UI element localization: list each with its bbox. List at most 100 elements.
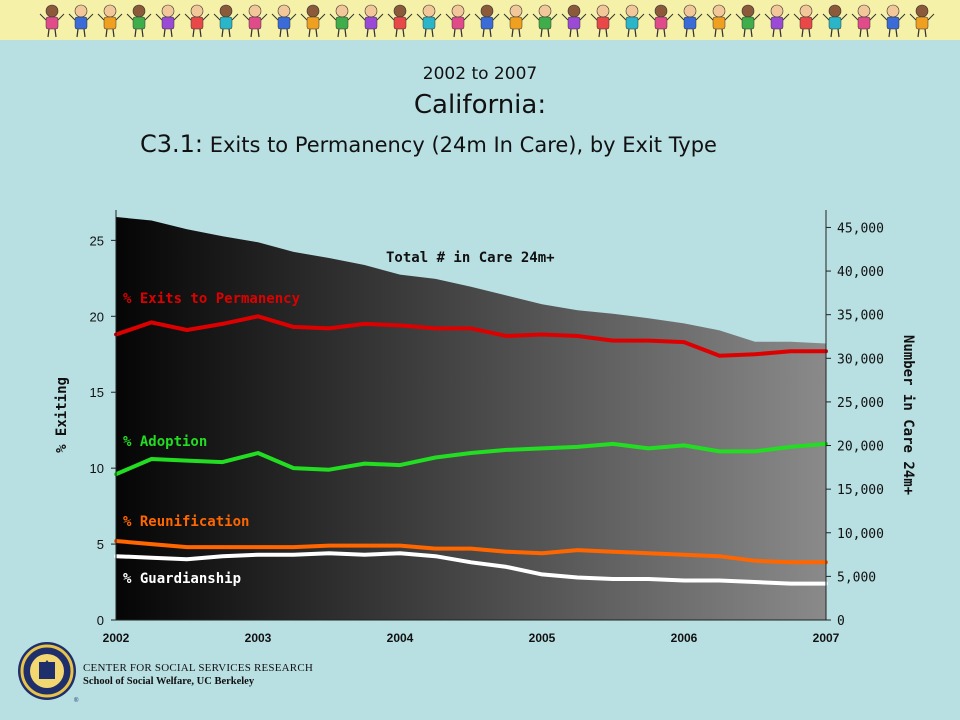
y-axis-title: % Exiting [54, 377, 70, 453]
child-leg [286, 28, 289, 38]
child-leg [576, 28, 579, 38]
footer-org: CENTER FOR SOCIAL SERVICES RESEARCH [83, 662, 314, 674]
children-banner-illustration [39, 4, 935, 38]
child-body [364, 16, 378, 30]
y-tick-label: 25 [90, 233, 104, 248]
child-figure [242, 4, 268, 38]
child-arm [550, 13, 558, 21]
child-body [132, 16, 146, 30]
child-leg [54, 28, 57, 38]
child-leg [895, 28, 898, 38]
child-arm [463, 13, 471, 21]
child-arm [782, 13, 790, 21]
y-tick-label: 0 [97, 613, 104, 628]
child-body [625, 16, 639, 30]
child-leg [482, 28, 485, 38]
child-arm [318, 13, 326, 21]
child-arm [753, 13, 761, 21]
child-leg [315, 28, 318, 38]
child-arm [521, 13, 529, 21]
child-leg [547, 28, 550, 38]
child-figure [880, 4, 906, 38]
child-figure [474, 4, 500, 38]
child-figure [213, 4, 239, 38]
x-tick-label: 2003 [245, 631, 272, 645]
child-body [306, 16, 320, 30]
child-figure [358, 4, 384, 38]
y2-tick-label: 0 [837, 614, 845, 629]
child-arm [260, 13, 268, 21]
child-head [190, 4, 204, 18]
child-figure [909, 4, 935, 38]
child-leg [337, 28, 340, 38]
child-arm [358, 13, 366, 21]
child-arm [503, 13, 511, 21]
y-tick-label: 20 [90, 309, 104, 324]
child-leg [779, 28, 782, 38]
area-number-in-care [116, 217, 826, 620]
child-body [509, 16, 523, 30]
child-head [538, 4, 552, 18]
child-head [567, 4, 581, 18]
child-leg [917, 28, 920, 38]
y2-tick-label: 45,000 [837, 221, 884, 236]
child-body [248, 16, 262, 30]
child-arm [184, 13, 192, 21]
child-leg [402, 28, 405, 38]
child-arm [735, 13, 743, 21]
child-leg [453, 28, 456, 38]
child-body [45, 16, 59, 30]
child-leg [431, 28, 434, 38]
y-tick-label: 5 [97, 537, 104, 552]
child-arm [173, 13, 181, 21]
child-arm [242, 13, 250, 21]
child-head [45, 4, 59, 18]
y2-tick-label: 40,000 [837, 265, 884, 280]
chart-title-state: California: [413, 90, 547, 120]
child-head [219, 4, 233, 18]
child-leg [250, 28, 253, 38]
child-body [654, 16, 668, 30]
child-leg [366, 28, 369, 38]
child-leg [750, 28, 753, 38]
child-figure [677, 4, 703, 38]
x-tick-label: 2006 [671, 631, 698, 645]
child-figure [735, 4, 761, 38]
child-leg [76, 28, 79, 38]
child-arm [57, 13, 65, 21]
chart-title-code: C3.1: [140, 130, 204, 158]
child-arm [898, 13, 906, 21]
child-body [219, 16, 233, 30]
child-figure [39, 4, 65, 38]
child-figure [184, 4, 210, 38]
child-arm [289, 13, 297, 21]
child-body [335, 16, 349, 30]
child-head [248, 4, 262, 18]
uc-seal-logo: ® [18, 642, 79, 704]
chart-title-years: 2002 to 2007 [422, 64, 538, 84]
child-body [915, 16, 929, 30]
child-leg [279, 28, 282, 38]
child-head [857, 4, 871, 18]
child-body [741, 16, 755, 30]
child-head [161, 4, 175, 18]
child-arm [126, 13, 134, 21]
x-tick-label: 2004 [387, 631, 414, 645]
area-label: Total # in Care 24m+ [386, 250, 555, 266]
series-line-guardianship [114, 551, 828, 586]
child-leg [163, 28, 166, 38]
child-leg [141, 28, 144, 38]
y2-tick-label: 35,000 [837, 309, 884, 324]
child-head [886, 4, 900, 18]
svg-text:®: ® [74, 697, 79, 704]
footer-credit: CENTER FOR SOCIAL SERVICES RESEARCH Scho… [83, 662, 313, 688]
child-leg [656, 28, 659, 38]
child-body [538, 16, 552, 30]
child-head [364, 4, 378, 18]
y2-axis-title: Number in Care 24m+ [900, 335, 916, 495]
child-leg [518, 28, 521, 38]
child-head [625, 4, 639, 18]
child-figure [706, 4, 732, 38]
child-leg [888, 28, 891, 38]
child-leg [460, 28, 463, 38]
